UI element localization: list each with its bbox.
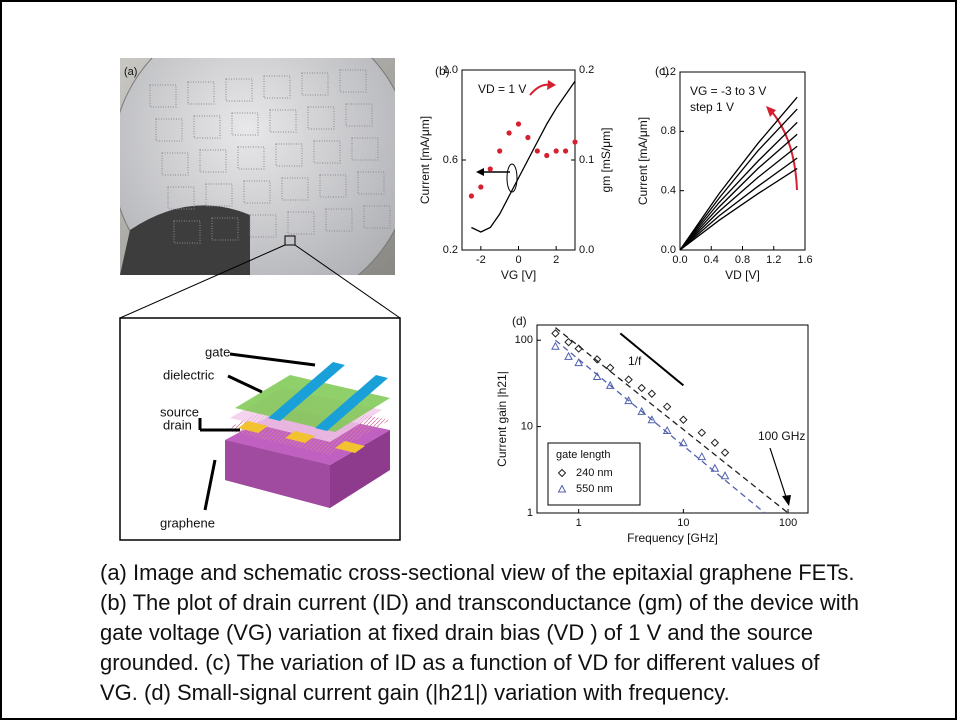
annotation: 1/f <box>628 354 642 368</box>
caption: (a) Image and schematic cross-sectional … <box>100 558 950 708</box>
y-tick-label: 0.0 <box>661 244 676 256</box>
y2-tick-label: 0.1 <box>579 154 594 166</box>
y-axis-label: Current [mA/μm] <box>418 116 432 204</box>
legend-label: 550 nm <box>576 483 613 495</box>
caption-line: VG. (d) Small-signal current gain (|h21|… <box>100 678 950 708</box>
data-point <box>711 439 718 446</box>
schematic-label: drain <box>163 417 192 432</box>
legend-label: 240 nm <box>576 467 613 479</box>
annotation: VG = -3 to 3 V <box>690 84 766 98</box>
x-tick-label: 0.8 <box>735 254 750 266</box>
caption-line: gate voltage (VG) variation at fixed dra… <box>100 618 950 648</box>
arrow <box>770 448 787 500</box>
y-tick-label: 0.4 <box>661 185 676 197</box>
arrow-head <box>782 495 791 506</box>
legend-title: gate length <box>556 449 610 461</box>
data-point <box>575 359 582 366</box>
y-axis-label: Current [mA/μm] <box>636 117 650 205</box>
data-point <box>648 390 655 397</box>
data-point <box>488 166 493 171</box>
data-point <box>535 148 540 153</box>
data-point <box>565 339 572 346</box>
arrow <box>530 85 550 95</box>
x-tick-label: 100 <box>779 517 797 529</box>
x-tick-label: 1.2 <box>766 254 781 266</box>
plot-frame <box>462 70 575 250</box>
x-tick-label: 1 <box>576 517 582 529</box>
x-axis-label: VD [V] <box>725 268 760 282</box>
y-tick-label: 1.0 <box>443 64 458 76</box>
schematic-label: SiC <box>232 488 255 504</box>
y-tick-label: 0.6 <box>443 154 458 166</box>
data-point <box>722 472 729 479</box>
data-point <box>664 403 671 410</box>
data-point <box>638 384 645 391</box>
annotation: 100 GHz <box>758 429 805 443</box>
x-tick-label: 1.6 <box>797 254 812 266</box>
y-tick-label: 100 <box>515 334 533 346</box>
y2-axis-label: gm [mS/μm] <box>599 128 613 193</box>
x-tick-label: 10 <box>677 517 689 529</box>
data-point <box>722 449 729 456</box>
data-point <box>711 465 718 472</box>
y2-tick-label: 0.2 <box>579 64 594 76</box>
y-tick-label: 10 <box>521 421 533 433</box>
data-point <box>497 148 502 153</box>
schematic-label: graphene <box>160 515 215 530</box>
data-point <box>516 121 521 126</box>
caption-line: (b) The plot of drain current (ID) and t… <box>100 588 950 618</box>
data-point <box>552 330 559 337</box>
data-point <box>698 429 705 436</box>
arrow <box>507 164 517 192</box>
data-point <box>544 153 549 158</box>
data-point <box>525 135 530 140</box>
data-point <box>554 148 559 153</box>
data-point <box>698 453 705 460</box>
y-tick-label: 0.2 <box>443 244 458 256</box>
x-tick-label: -2 <box>476 254 486 266</box>
schematic-label: dielectric <box>163 367 215 382</box>
data-point <box>469 193 474 198</box>
caption-line: (a) Image and schematic cross-sectional … <box>100 558 950 588</box>
data-point <box>552 343 559 350</box>
y-axis-label: Current gain |h21| <box>495 371 509 467</box>
arrow <box>772 112 797 190</box>
wafer-photo <box>112 10 412 310</box>
data-line <box>471 81 575 232</box>
data-point <box>563 148 568 153</box>
data-line <box>680 168 797 250</box>
x-tick-label: 0.4 <box>704 254 719 266</box>
data-point <box>478 184 483 189</box>
data-point <box>625 376 632 383</box>
data-point <box>572 139 577 144</box>
arrow-head <box>547 80 556 90</box>
data-point <box>680 416 687 423</box>
data-point <box>680 439 687 446</box>
y-tick-label: 1.2 <box>661 66 676 78</box>
x-tick-label: 0 <box>515 254 521 266</box>
annotation: VD = 1 V <box>478 82 526 96</box>
panel-label: (a) <box>124 66 137 78</box>
y-tick-label: 1 <box>527 507 533 519</box>
data-point <box>607 364 614 371</box>
arrow-head <box>476 168 484 176</box>
schematic-label: gate <box>205 344 230 359</box>
annotation: step 1 V <box>690 100 734 114</box>
page: (a) gate dielectric source drain graphen… <box>0 0 957 720</box>
caption-line: grounded. (c) The variation of ID as a f… <box>100 648 950 678</box>
x-tick-label: 2 <box>553 254 559 266</box>
x-axis-label: VG [V] <box>501 268 536 282</box>
data-point <box>594 373 601 380</box>
x-axis-label: Frequency [GHz] <box>627 531 718 545</box>
chart-title: (d) <box>512 314 527 328</box>
y-tick-label: 0.8 <box>661 125 676 137</box>
y2-tick-label: 0.0 <box>579 244 594 256</box>
data-point <box>506 130 511 135</box>
